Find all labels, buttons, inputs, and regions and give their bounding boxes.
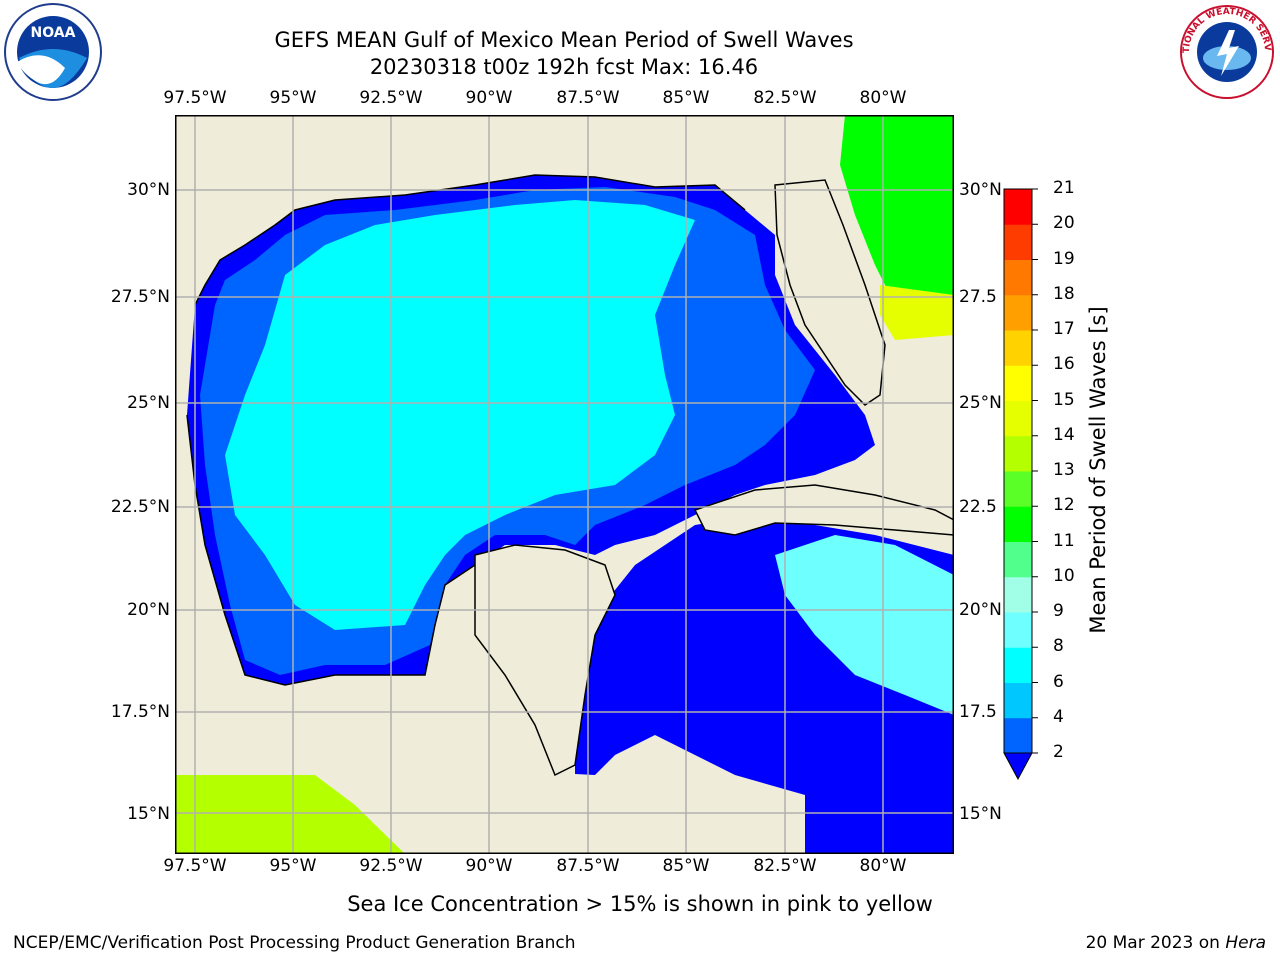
colorbar-segment [1004, 294, 1032, 331]
lon-tick-top: 87.5°W [556, 88, 620, 108]
lon-tick-bottom: 85°W [662, 856, 710, 876]
map-frame [175, 115, 954, 854]
lat-tick-left: 25°N [127, 393, 170, 413]
swell-period-map [175, 115, 955, 854]
lon-tick-bottom: 97.5°W [163, 856, 227, 876]
colorbar-segment [1004, 541, 1032, 578]
lon-tick-bottom: 92.5°W [359, 856, 423, 876]
lat-tick-left: 17.5°N [110, 702, 170, 722]
lat-tick-left: 30°N [127, 180, 170, 200]
lat-tick-right: 20°N [959, 600, 1002, 620]
colorbar-tick-label: 20 [1053, 213, 1075, 234]
caribbean-cyan [775, 535, 954, 715]
sea-ice-note: Sea Ice Concentration > 15% is shown in … [347, 892, 933, 916]
lat-tick-right: 22.5 [959, 497, 997, 517]
lon-tick-bottom: 90°W [465, 856, 513, 876]
colorbar-tick-label: 19 [1053, 248, 1075, 269]
colorbar-tick-label: 10 [1053, 565, 1075, 586]
colorbar-tick-label: 16 [1053, 354, 1075, 375]
lat-tick-right: 17.5 [959, 702, 997, 722]
footer-host: Hera [1225, 933, 1266, 953]
lat-tick-right: 30°N [959, 180, 1002, 200]
gridlines [175, 115, 954, 854]
yucatan-land [474, 544, 616, 777]
lat-tick-left: 15°N [127, 804, 170, 824]
colorbar-segment [1004, 471, 1032, 507]
atlantic-yellow [880, 285, 954, 340]
lon-tick-top: 90°W [465, 88, 513, 108]
lon-tick-top: 85°W [662, 88, 710, 108]
colorbar-segment [1004, 189, 1032, 225]
colorbar-tick-label: 18 [1053, 283, 1075, 304]
colorbar-segment [1004, 400, 1032, 437]
noaa-logo: NOAA [3, 2, 103, 102]
lon-tick-bottom: 82.5°W [753, 856, 817, 876]
colorbar-segment [1004, 682, 1032, 719]
colorbar-segment [1004, 576, 1032, 613]
colorbar-segment [1004, 365, 1032, 401]
colorbar-segment [1004, 224, 1032, 260]
colorbar-graphic [1003, 188, 1038, 781]
lon-tick-top: 80°W [859, 88, 907, 108]
pacific-swell [175, 775, 405, 854]
colorbar-segment [1004, 259, 1032, 296]
colorbar-segment [1004, 647, 1032, 683]
lon-tick-bottom: 87.5°W [556, 856, 620, 876]
colorbar-tick-label: 2 [1053, 742, 1064, 762]
colorbar-extend-triangle [1003, 752, 1033, 781]
lat-tick-left: 27.5°N [110, 287, 170, 307]
colorbar-tick-label: 13 [1053, 460, 1075, 480]
lat-tick-right: 25°N [959, 393, 1002, 413]
footer-credit: NCEP/EMC/Verification Post Processing Pr… [13, 933, 576, 953]
colorbar-tick-label: 8 [1053, 636, 1064, 657]
colorbar-tick-label: 14 [1053, 424, 1075, 445]
colorbar [1000, 185, 1040, 785]
nws-logo-icon: NATIONAL WEATHER SERVICE [1173, 0, 1274, 99]
noaa-logo-icon: NOAA [4, 3, 102, 101]
colorbar-tick-label: 15 [1053, 389, 1075, 410]
colorbar-segment [1004, 717, 1032, 754]
nws-logo: NATIONAL WEATHER SERVICE [1173, 0, 1277, 102]
lon-tick-bottom: 80°W [859, 856, 907, 876]
colorbar-tick-label: 4 [1053, 706, 1064, 727]
colorbar-tick-label: 21 [1053, 178, 1075, 198]
map-title: GEFS MEAN Gulf of Mexico Mean Period of … [274, 28, 854, 52]
lat-tick-left: 22.5°N [110, 497, 170, 517]
colorbar-label: Mean Period of Swell Waves [s] [1086, 306, 1110, 634]
gulf-coastline [186, 174, 746, 686]
map-subtitle: 20230318 t00z 192h fcst Max: 16.46 [369, 55, 759, 79]
map-panel [175, 115, 955, 854]
colorbar-segment [1004, 435, 1032, 472]
footer-date: 20 Mar 2023 on Hera [1086, 933, 1266, 953]
lat-tick-right: 15°N [959, 804, 1002, 824]
atlantic-green [840, 115, 954, 315]
gulf-inner [225, 200, 695, 630]
lat-tick-left: 20°N [127, 600, 170, 620]
lat-tick-right: 27.5 [959, 287, 997, 307]
colorbar-tick-label: 6 [1053, 671, 1064, 692]
colorbar-segment [1004, 612, 1032, 648]
colorbar-tick-label: 17 [1053, 319, 1075, 339]
lon-tick-top: 97.5°W [163, 88, 227, 108]
lon-tick-bottom: 95°W [269, 856, 317, 876]
lon-tick-top: 92.5°W [359, 88, 423, 108]
colorbar-segment [1004, 330, 1032, 366]
florida-land [774, 179, 886, 406]
footer-date-text: 20 Mar 2023 on [1085, 933, 1226, 953]
lon-tick-top: 95°W [269, 88, 317, 108]
colorbar-segment [1004, 506, 1032, 542]
lon-tick-top: 82.5°W [753, 88, 817, 108]
colorbar-tick-label: 9 [1053, 601, 1064, 621]
colorbar-tick-label: 12 [1053, 495, 1075, 516]
colorbar-tick-label: 11 [1053, 530, 1075, 551]
svg-text:NOAA: NOAA [31, 25, 76, 41]
